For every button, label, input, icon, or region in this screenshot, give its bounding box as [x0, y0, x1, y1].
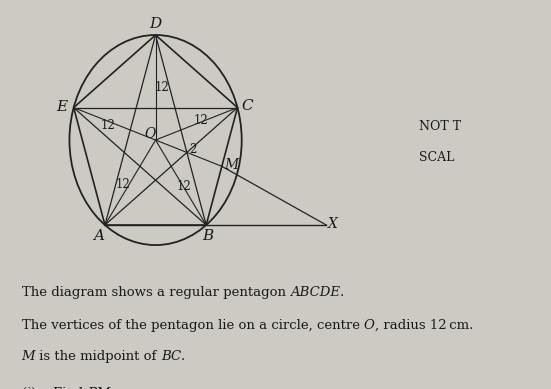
Text: 12: 12 [100, 119, 115, 132]
Text: M: M [224, 158, 239, 172]
Text: 12: 12 [116, 178, 131, 191]
Text: 12: 12 [176, 180, 191, 193]
Text: A: A [93, 228, 104, 242]
Text: ABCDE: ABCDE [290, 286, 340, 299]
Text: .: . [111, 387, 115, 389]
Text: C: C [241, 99, 253, 113]
Text: .: . [181, 350, 185, 363]
Text: Find: Find [36, 387, 88, 389]
Text: 12: 12 [193, 114, 208, 127]
Text: X: X [328, 217, 338, 231]
Text: , radius 12 cm.: , radius 12 cm. [375, 319, 473, 332]
Text: NOT T: NOT T [419, 119, 461, 133]
Text: .: . [340, 286, 344, 299]
Text: B: B [202, 228, 214, 242]
Text: The diagram shows a regular pentagon: The diagram shows a regular pentagon [21, 286, 290, 299]
Text: 2: 2 [190, 143, 197, 156]
Text: BM: BM [88, 387, 111, 389]
Text: O: O [364, 319, 375, 332]
Text: M: M [21, 350, 35, 363]
Text: is the midpoint of: is the midpoint of [35, 350, 161, 363]
Text: BC: BC [161, 350, 181, 363]
Text: E: E [57, 100, 68, 114]
Text: 12: 12 [154, 81, 169, 94]
Text: SCAL: SCAL [419, 151, 454, 164]
Text: The vertices of the pentagon lie on a circle, centre: The vertices of the pentagon lie on a ci… [21, 319, 364, 332]
Text: D: D [149, 17, 161, 31]
Text: (i): (i) [21, 387, 36, 389]
Text: O: O [144, 127, 156, 141]
